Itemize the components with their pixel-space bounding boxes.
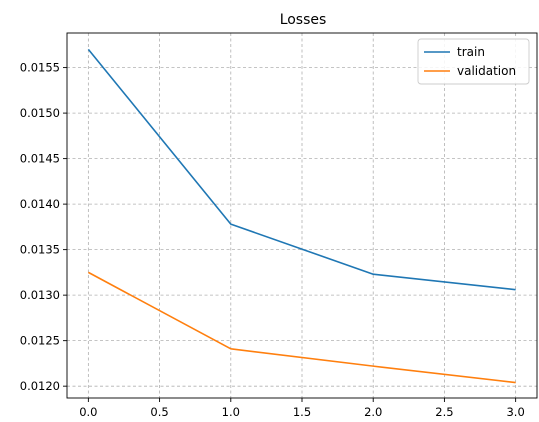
chart-title: Losses bbox=[280, 12, 327, 28]
y-tick-label: 0.0135 bbox=[20, 243, 60, 257]
legend-label-train: train bbox=[457, 45, 485, 59]
y-tick-label: 0.0125 bbox=[20, 334, 60, 348]
y-tick-label: 0.0145 bbox=[20, 152, 60, 166]
x-tick-label: 1.0 bbox=[222, 405, 240, 419]
x-tick-label: 3.0 bbox=[506, 405, 524, 419]
grid bbox=[67, 33, 537, 398]
x-tick-label: 2.0 bbox=[364, 405, 382, 419]
x-tick-label: 2.5 bbox=[435, 405, 453, 419]
y-tick-label: 0.0120 bbox=[20, 379, 60, 393]
axis-ticks: 0.0 0.5 1.0 1.5 2.0 2.5 3.0 0.0120 0.0125 0.0130 0… bbox=[20, 61, 525, 419]
legend-box bbox=[417, 38, 530, 85]
series-line-validation bbox=[87, 271, 516, 384]
x-tick-label: 0.5 bbox=[150, 405, 168, 419]
y-tick-label: 0.0130 bbox=[20, 288, 60, 302]
series-lines bbox=[87, 48, 516, 384]
y-tick-label: 0.0155 bbox=[20, 61, 60, 75]
legend-label-validation: validation bbox=[457, 64, 516, 78]
y-tick-label: 0.0150 bbox=[20, 106, 60, 120]
x-tick-label: 1.5 bbox=[293, 405, 311, 419]
legend: train validation bbox=[417, 38, 530, 85]
x-tick-label: 0.0 bbox=[79, 405, 97, 419]
series-line-train bbox=[87, 48, 516, 291]
plot-frame bbox=[66, 32, 538, 399]
y-tick-label: 0.0140 bbox=[20, 197, 60, 211]
